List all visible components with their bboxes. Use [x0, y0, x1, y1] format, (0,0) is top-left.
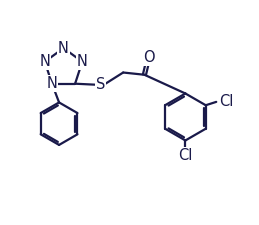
Text: S: S: [96, 77, 105, 92]
Text: N: N: [58, 40, 69, 56]
Text: N: N: [39, 54, 50, 69]
Text: Cl: Cl: [219, 94, 233, 109]
Text: Cl: Cl: [178, 148, 193, 163]
Text: N: N: [47, 76, 57, 91]
Text: O: O: [143, 50, 154, 65]
Text: N: N: [77, 54, 88, 69]
